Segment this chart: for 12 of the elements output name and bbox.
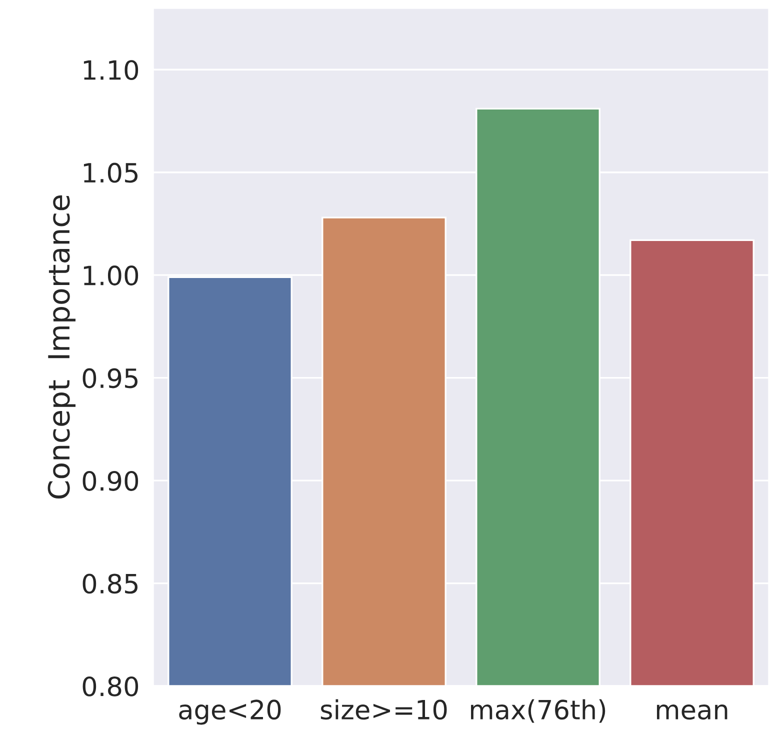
- x-tick-label: max(76th): [471, 699, 606, 723]
- y-tick-label: 0.90: [82, 470, 138, 491]
- x-tick-label: mean: [656, 704, 728, 720]
- y-tick-label: 0.80: [82, 676, 138, 696]
- y-tick-label: 0.85: [82, 574, 138, 594]
- x-tick-label: size>=10: [320, 699, 447, 720]
- y-tick-label: 1.00: [84, 266, 138, 286]
- y-tick-label: 1.10: [84, 60, 138, 80]
- y-axis-title: Concept Importance: [48, 195, 76, 499]
- x-tick-label: age<20: [179, 700, 281, 725]
- y-tick-label: 1.05: [84, 162, 138, 183]
- y-tick-label: 0.95: [82, 368, 138, 388]
